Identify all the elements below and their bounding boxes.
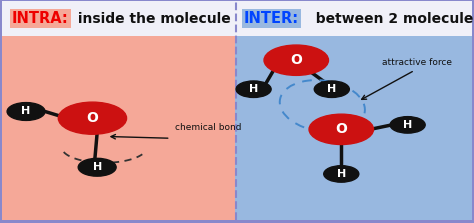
Text: H: H [21, 107, 31, 116]
Text: H: H [327, 84, 337, 94]
Text: O: O [335, 122, 347, 136]
FancyBboxPatch shape [2, 1, 472, 36]
Text: attractive force: attractive force [382, 58, 452, 67]
FancyBboxPatch shape [2, 36, 235, 220]
Text: INTRA:: INTRA: [12, 11, 69, 27]
Circle shape [58, 102, 127, 134]
Text: chemical bond: chemical bond [175, 123, 242, 132]
Circle shape [324, 166, 359, 182]
Circle shape [309, 114, 374, 145]
Text: H: H [337, 169, 346, 179]
Circle shape [7, 103, 45, 120]
Text: O: O [86, 111, 99, 125]
Text: inside the molecule: inside the molecule [73, 12, 231, 26]
Text: H: H [92, 162, 102, 172]
Circle shape [236, 81, 271, 97]
Circle shape [264, 45, 328, 75]
Text: O: O [290, 53, 302, 67]
Circle shape [314, 81, 349, 97]
FancyBboxPatch shape [235, 36, 472, 220]
Circle shape [390, 117, 425, 133]
Text: between 2 molecules: between 2 molecules [306, 12, 474, 26]
Text: H: H [249, 84, 258, 94]
Text: INTER:: INTER: [244, 11, 299, 27]
Circle shape [78, 158, 116, 176]
Text: H: H [403, 120, 412, 130]
